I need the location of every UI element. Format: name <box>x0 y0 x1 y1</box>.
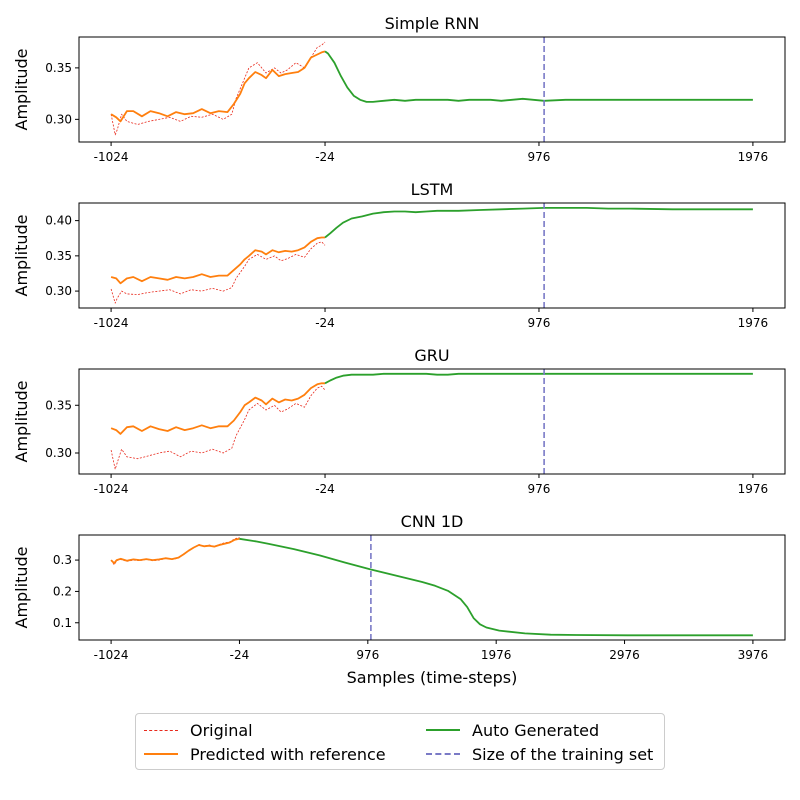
y-axis-label: Amplitude <box>12 547 31 629</box>
x-tick-label: 976 <box>528 150 551 164</box>
legend-item-generated: Auto Generated <box>426 719 599 741</box>
legend-label-original: Original <box>190 720 253 740</box>
x-tick-label: -1024 <box>94 150 129 164</box>
x-tick-label: 1976 <box>738 482 769 496</box>
x-axis-label: Samples (time-steps) <box>347 668 518 687</box>
plot-frame <box>78 202 786 309</box>
series-generated-line <box>324 207 753 239</box>
legend-item-training: Size of the training set <box>426 743 653 765</box>
plot-frame <box>78 36 786 143</box>
series-generated-line <box>324 372 753 385</box>
x-tick-label: 1976 <box>738 316 769 330</box>
legend-item-original: Original <box>144 719 253 741</box>
x-tick-label: -1024 <box>94 648 129 662</box>
chart-title: GRU <box>414 346 449 365</box>
x-tick-label: -1024 <box>94 482 129 496</box>
x-tick-label: 976 <box>528 482 551 496</box>
legend-swatch-predicted <box>144 753 178 755</box>
y-tick-label: 0.30 <box>45 112 72 126</box>
x-tick-label: -1024 <box>94 316 129 330</box>
legend: Original Predicted with reference Auto G… <box>135 713 665 770</box>
y-tick-label: 0.35 <box>45 398 72 412</box>
y-tick-label: 0.35 <box>45 249 72 263</box>
chart-title: Simple RNN <box>385 14 480 33</box>
y-tick-label: 0.30 <box>45 446 72 460</box>
series-generated-line <box>324 50 753 103</box>
legend-label-predicted: Predicted with reference <box>190 744 386 764</box>
x-tick-label: -24 <box>230 648 250 662</box>
series-original-line <box>110 241 326 304</box>
y-axis-label: Amplitude <box>12 381 31 463</box>
chart-title: LSTM <box>411 180 454 199</box>
legend-swatch-generated <box>426 729 460 731</box>
x-tick-label: 1976 <box>738 150 769 164</box>
y-axis-label: Amplitude <box>12 215 31 297</box>
x-tick-label: -24 <box>315 316 335 330</box>
y-tick-label: 0.3 <box>53 553 72 567</box>
x-tick-label: -24 <box>315 150 335 164</box>
x-tick-label: 3976 <box>738 648 769 662</box>
series-predicted-line <box>110 382 325 435</box>
x-tick-label: -24 <box>315 482 335 496</box>
series-predicted-line <box>110 537 240 565</box>
x-tick-label: 1976 <box>481 648 512 662</box>
plot-frame <box>78 534 786 641</box>
x-tick-label: 976 <box>528 316 551 330</box>
y-tick-label: 0.35 <box>45 61 72 75</box>
series-original-line <box>110 41 326 136</box>
series-generated-line <box>239 537 753 637</box>
x-tick-label: 976 <box>356 648 379 662</box>
series-original-line <box>110 385 326 470</box>
legend-swatch-training <box>426 753 460 755</box>
chart-panel-2: LSTM Amplitude -1024 -24 976 1976 0.30 0.35 0.40 <box>12 180 786 330</box>
legend-swatch-original <box>144 729 178 731</box>
plot-frame <box>78 368 786 475</box>
x-tick-label: 2976 <box>609 648 640 662</box>
y-tick-label: 0.40 <box>45 214 72 228</box>
series-predicted-line <box>110 50 326 123</box>
legend-label-training: Size of the training set <box>472 744 654 764</box>
chart-panel-1: Simple RNN Amplitude -1024 -24 976 1976 0.30 0.… <box>12 14 786 164</box>
y-tick-label: 0.30 <box>45 284 72 298</box>
chart-title: CNN 1D <box>401 512 464 531</box>
chart-panel-3: GRU Amplitude -1024 -24 976 1976 0.30 0.35 <box>12 346 786 496</box>
legend-item-predicted: Predicted with reference <box>144 743 386 765</box>
y-tick-label: 0.1 <box>53 616 72 630</box>
legend-label-generated: Auto Generated <box>472 720 600 740</box>
series-predicted-line <box>110 236 325 285</box>
y-tick-label: 0.2 <box>53 584 72 598</box>
y-axis-label: Amplitude <box>12 49 31 131</box>
chart-panel-4: CNN 1D Amplitude -1024 -24 976 1976 2976 3976 0.… <box>12 512 786 662</box>
